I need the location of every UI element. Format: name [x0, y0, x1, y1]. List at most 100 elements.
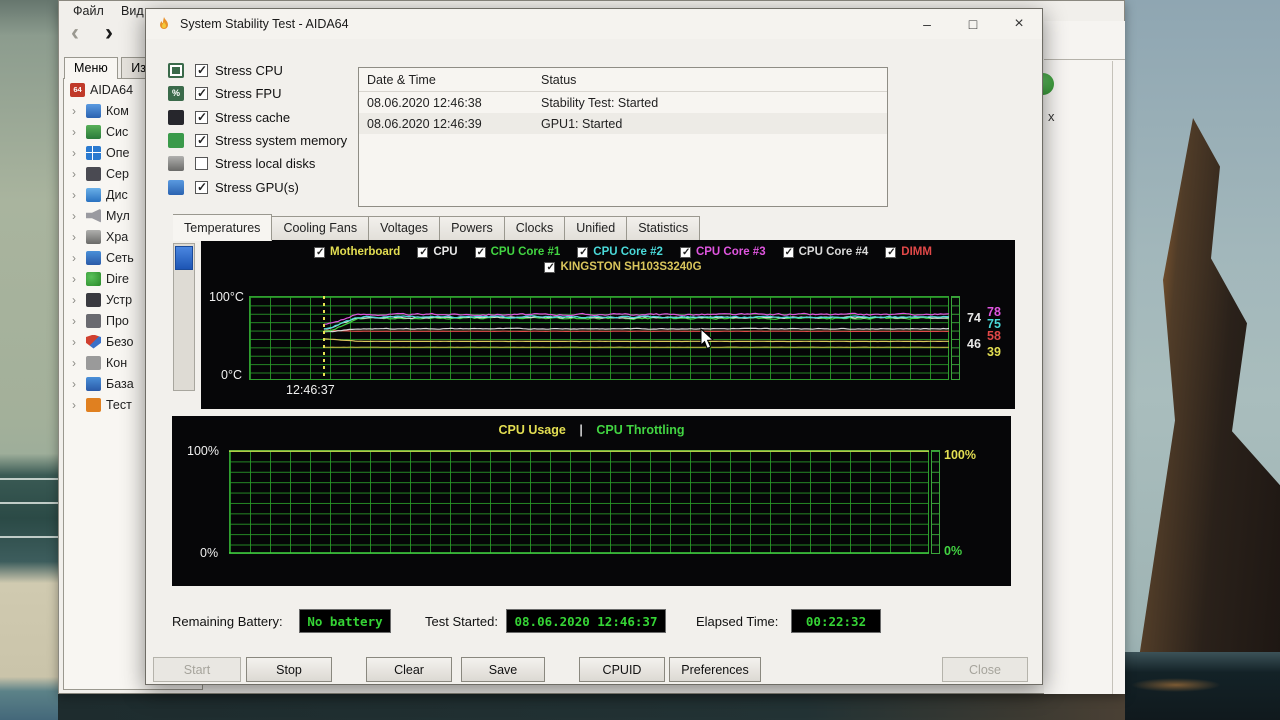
tab[interactable]: Cooling Fans: [272, 216, 370, 241]
legend-item[interactable]: CPU Core #1: [474, 246, 560, 258]
log-row[interactable]: 08.06.2020 12:46:38 Stability Test: Star…: [359, 92, 887, 113]
tree-item[interactable]: › Сис: [64, 121, 202, 142]
chevron-right-icon[interactable]: ›: [72, 271, 76, 286]
cliff: [1139, 118, 1280, 658]
legend-checkbox[interactable]: [577, 246, 589, 258]
close-button[interactable]: ×: [1014, 15, 1024, 32]
legend-checkbox[interactable]: [417, 246, 429, 258]
menu-view[interactable]: Вид: [121, 4, 144, 18]
tree-item[interactable]: › Опе: [64, 142, 202, 163]
chevron-right-icon[interactable]: ›: [72, 187, 76, 202]
legend-item[interactable]: CPU: [417, 246, 458, 258]
legend-item[interactable]: KINGSTON SH103S3240G: [544, 261, 702, 273]
tree-item[interactable]: › Кон: [64, 352, 202, 373]
legend-label: KINGSTON SH103S3240G: [560, 261, 702, 273]
grid: [229, 450, 929, 554]
tree-item[interactable]: › Мул: [64, 205, 202, 226]
history-scrollbar[interactable]: [173, 243, 195, 391]
chevron-right-icon[interactable]: ›: [72, 313, 76, 328]
legend-checkbox[interactable]: [782, 246, 794, 258]
chevron-right-icon[interactable]: ›: [72, 145, 76, 160]
chevron-right-icon[interactable]: ›: [72, 250, 76, 265]
minimize-button[interactable]: –: [923, 16, 931, 32]
tree-item[interactable]: › Дис: [64, 184, 202, 205]
log-row[interactable]: 08.06.2020 12:46:39 GPU1: Started: [359, 113, 887, 134]
legend-checkbox[interactable]: [544, 261, 556, 273]
legend-checkbox[interactable]: [474, 246, 486, 258]
tree-item-label: Кон: [106, 355, 128, 370]
forward-button[interactable]: ›: [105, 19, 113, 46]
legend-label: DIMM: [901, 246, 932, 258]
checkbox[interactable]: [195, 180, 208, 194]
chevron-right-icon[interactable]: ›: [72, 397, 76, 412]
scrollbar-thumb[interactable]: [175, 246, 193, 270]
legend-checkbox[interactable]: [679, 246, 691, 258]
checkbox[interactable]: [195, 86, 208, 101]
chevron-right-icon[interactable]: ›: [72, 355, 76, 370]
tree-item[interactable]: › Dire: [64, 268, 202, 289]
clear-button[interactable]: Clear: [366, 657, 452, 682]
tab[interactable]: Unified: [565, 216, 628, 241]
titlebar[interactable]: System Stability Test - AIDA64 – □ ×: [146, 9, 1042, 39]
checkbox[interactable]: [195, 157, 208, 171]
sidebar-tab[interactable]: Меню: [64, 57, 118, 79]
preferences-button[interactable]: Preferences: [669, 657, 761, 682]
log-column-status[interactable]: Status: [541, 72, 577, 87]
tab[interactable]: Temperatures: [173, 214, 273, 241]
back-button[interactable]: ‹: [71, 19, 79, 46]
tree-item[interactable]: › Устр: [64, 289, 202, 310]
stress-cpu-icon: [168, 63, 184, 79]
legend-item[interactable]: DIMM: [885, 246, 932, 258]
tree-item[interactable]: › 64 AIDA64: [64, 79, 202, 100]
right-scale-ticks: [951, 296, 960, 380]
legend-checkbox[interactable]: [314, 246, 326, 258]
tree-item[interactable]: › Ком: [64, 100, 202, 121]
legend-item[interactable]: CPU Core #4: [782, 246, 868, 258]
tree-item[interactable]: › База: [64, 373, 202, 394]
tree-item[interactable]: › Сеть: [64, 247, 202, 268]
tree-item[interactable]: › Про: [64, 310, 202, 331]
chevron-right-icon[interactable]: ›: [72, 292, 76, 307]
tree-item-label: Тест: [106, 397, 132, 412]
stop-button[interactable]: Stop: [246, 657, 332, 682]
tree-item[interactable]: › Безо: [64, 331, 202, 352]
tab[interactable]: Statistics: [627, 216, 701, 241]
legend-item[interactable]: CPU Core #3: [679, 246, 766, 258]
content-pane: x: [1032, 21, 1125, 694]
chevron-right-icon[interactable]: ›: [72, 124, 76, 139]
status-bar: Remaining Battery: No battery Test Start…: [146, 607, 1042, 637]
wallpaper-beach: [0, 0, 58, 720]
cpuid-button[interactable]: CPUID: [579, 657, 665, 682]
menu-file[interactable]: Файл: [73, 4, 104, 18]
chevron-right-icon[interactable]: ›: [72, 334, 76, 349]
tree-item[interactable]: › Сер: [64, 163, 202, 184]
maximize-button[interactable]: □: [968, 16, 978, 32]
legend-checkbox[interactable]: [885, 246, 897, 258]
chevron-right-icon[interactable]: ›: [72, 376, 76, 391]
chevron-right-icon[interactable]: ›: [72, 166, 76, 181]
log-column-datetime[interactable]: Date & Time: [367, 72, 436, 87]
tree-item[interactable]: › Хра: [64, 226, 202, 247]
legend-item[interactable]: Motherboard: [314, 246, 400, 258]
checkbox[interactable]: [195, 63, 208, 78]
series-cpu-core-2: [323, 315, 949, 330]
chevron-right-icon[interactable]: ›: [72, 229, 76, 244]
tree-item[interactable]: › Тест: [64, 394, 202, 415]
tab[interactable]: Powers: [440, 216, 505, 241]
save-button[interactable]: Save: [461, 657, 545, 682]
computer-icon: [86, 103, 101, 118]
tab[interactable]: Voltages: [369, 216, 441, 241]
tree-item-label: Dire: [106, 271, 129, 286]
tab[interactable]: Clocks: [504, 216, 566, 241]
time-label: 12:46:37: [286, 383, 335, 397]
legend-item[interactable]: CPU Core #2: [577, 246, 663, 258]
tab-label: Cooling Fans: [283, 221, 358, 235]
scrollbar[interactable]: [1112, 61, 1113, 694]
checkbox[interactable]: [195, 110, 208, 124]
chevron-right-icon[interactable]: ›: [72, 208, 76, 223]
grid: [249, 296, 949, 380]
chevron-right-icon[interactable]: ›: [72, 103, 76, 118]
devices-icon: [86, 292, 101, 307]
current-value: 58: [987, 329, 1001, 343]
checkbox[interactable]: [195, 133, 208, 148]
